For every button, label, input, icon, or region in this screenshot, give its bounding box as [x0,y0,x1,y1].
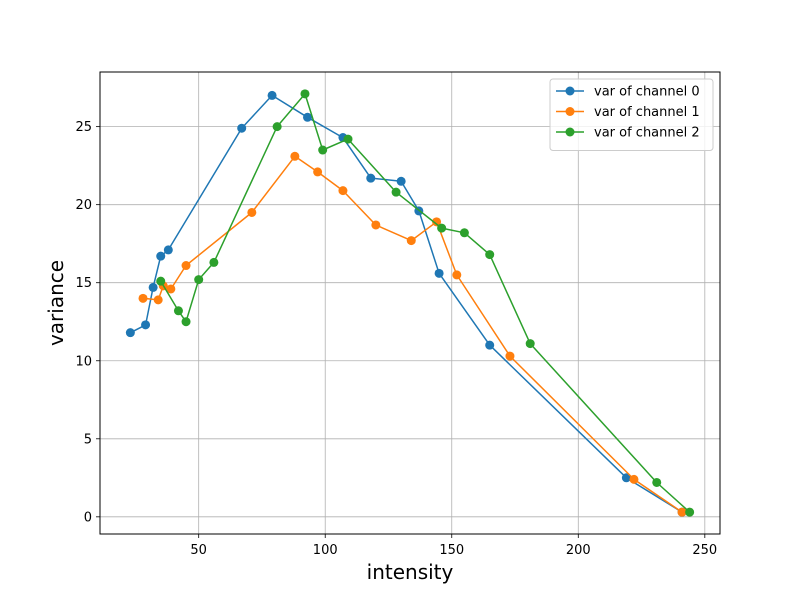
data-point [125,328,135,338]
legend-label: var of channel 0 [594,85,700,100]
data-point [371,220,381,230]
y-tick-label: 5 [84,432,92,447]
series-group [125,89,695,517]
data-point [313,167,323,177]
data-point [485,250,495,260]
series-2 [156,89,695,517]
legend-marker [565,86,575,96]
series-0 [125,90,687,517]
data-point [505,351,515,361]
y-tick-label: 25 [75,120,92,135]
data-point [138,293,148,303]
data-point [338,186,348,196]
data-point [437,223,447,233]
data-point [237,123,247,133]
y-tick-label: 15 [75,276,92,291]
data-point [525,339,535,349]
data-point [685,507,695,517]
data-point [156,276,166,286]
data-point [485,340,495,350]
legend-marker [565,127,575,137]
data-point [343,134,353,144]
plot-frame [99,71,721,535]
data-point [459,228,469,238]
data-point [318,145,328,155]
data-point [391,187,401,197]
data-point [272,122,282,132]
series-1 [138,151,687,517]
data-point [247,207,257,217]
data-point [163,245,173,255]
series-line [130,94,683,513]
data-point [303,112,313,122]
data-point [621,473,631,483]
data-point [452,270,462,280]
y-tick-label: 20 [75,198,92,213]
data-point [267,90,277,100]
x-tick-label: 200 [566,543,591,558]
x-axis-label: intensity [367,560,454,584]
data-point [366,173,376,183]
data-point [148,282,158,292]
legend-item: var of channel 2 [556,126,700,141]
y-tick-label: 10 [75,354,92,369]
axis-ticks: 50 100 150 200 250 0 5 10 15 20 25 [75,120,717,558]
data-point [153,295,163,305]
series-line [160,93,691,513]
x-tick-label: 250 [692,543,717,558]
legend-marker [565,107,575,116]
data-point [166,284,176,294]
data-point [396,176,406,186]
data-point [194,275,204,285]
data-point [406,236,416,246]
y-axis-label: variance [44,260,68,346]
data-point [652,477,662,487]
legend-item: var of channel 1 [556,105,700,120]
legend-box [549,78,714,151]
data-point [173,306,183,316]
data-point [156,251,166,261]
data-point [300,89,310,99]
x-tick-label: 100 [313,543,338,558]
data-point [432,217,442,227]
y-tick-label: 0 [84,510,92,525]
data-point [181,261,191,271]
data-point [290,151,300,161]
data-point [434,268,444,278]
data-point [181,317,191,327]
data-point [629,474,639,484]
data-point [141,320,151,330]
legend: var of channel 0 var of channel 1 var of c… [549,78,714,151]
legend-label: var of channel 2 [594,126,700,141]
legend-label: var of channel 1 [594,105,700,120]
x-tick-label: 50 [190,543,207,558]
data-point [209,257,219,267]
x-tick-label: 150 [439,543,464,558]
data-point [677,507,687,517]
legend-item: var of channel 0 [556,85,700,100]
